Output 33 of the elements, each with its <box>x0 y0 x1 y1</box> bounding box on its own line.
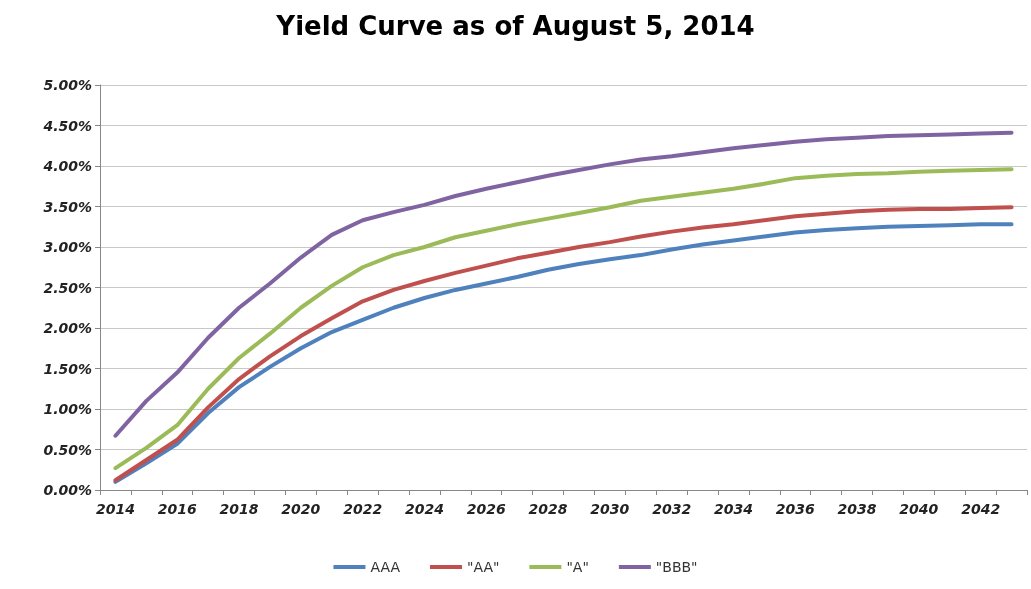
x-tick-label: 2036 <box>775 501 815 517</box>
x-tick-label: 2040 <box>899 501 939 517</box>
y-tick-label: 2.00% <box>43 320 92 336</box>
y-tick-label: 3.00% <box>43 239 92 255</box>
line-series <box>113 130 1014 438</box>
y-tick-label: 1.00% <box>43 401 92 417</box>
legend-label: "BBB" <box>655 559 698 575</box>
x-tick-label: 2030 <box>590 501 630 517</box>
y-tick-label: 0.00% <box>43 482 92 498</box>
x-tick-label: 2032 <box>652 501 692 517</box>
x-tick-label: 2014 <box>95 501 135 517</box>
x-tick-label: 2022 <box>343 501 383 517</box>
chart-title: Yield Curve as of August 5, 2014 <box>275 11 755 41</box>
y-tick-label: 3.50% <box>43 198 92 215</box>
x-tick-label: 2034 <box>713 501 753 517</box>
y-tick-label: 0.50% <box>43 441 92 458</box>
x-tick-label: 2042 <box>961 501 1001 517</box>
y-tick-label: 4.00% <box>42 158 92 174</box>
legend-label: AAA <box>370 559 401 575</box>
x-tick-label: 2016 <box>157 501 197 517</box>
y-tick-label: 5.00% <box>43 77 92 93</box>
legend-label: "A" <box>566 559 589 575</box>
y-tick-label: 1.50% <box>43 360 92 377</box>
legend-label: "AA" <box>466 559 500 575</box>
x-tick-label: 2024 <box>404 501 444 517</box>
y-tick-label: 4.50% <box>42 117 92 134</box>
line-series <box>113 167 1014 471</box>
y-tick-label: 2.50% <box>43 279 92 296</box>
x-tick-label: 2038 <box>837 501 877 517</box>
x-tick-label: 2026 <box>466 501 506 517</box>
x-tick-label: 2018 <box>219 501 259 517</box>
x-tick-label: 2020 <box>281 501 321 517</box>
x-tick-label: 2028 <box>528 501 568 517</box>
